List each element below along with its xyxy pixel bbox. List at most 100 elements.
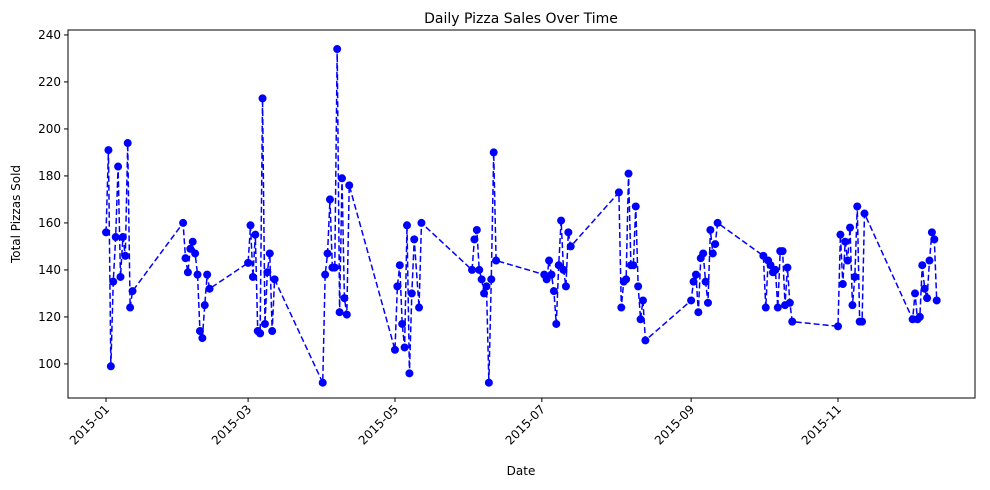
point xyxy=(321,270,330,279)
point xyxy=(325,195,334,204)
point xyxy=(251,230,260,239)
point xyxy=(552,319,561,328)
point xyxy=(482,282,491,291)
point xyxy=(549,287,558,296)
y-tick-label: 180 xyxy=(38,169,61,183)
point xyxy=(489,148,498,157)
x-tick-label: 2015-03 xyxy=(209,402,254,447)
point xyxy=(711,240,720,249)
y-tick-label: 220 xyxy=(38,75,61,89)
point xyxy=(566,242,575,251)
point xyxy=(114,162,123,171)
point xyxy=(846,223,855,232)
point xyxy=(345,181,354,190)
point xyxy=(833,322,842,331)
point xyxy=(417,218,426,227)
point xyxy=(393,282,402,291)
point xyxy=(188,237,197,246)
point xyxy=(638,296,647,305)
point xyxy=(771,265,780,274)
point xyxy=(123,139,132,148)
point xyxy=(915,312,924,321)
point xyxy=(629,261,638,270)
point xyxy=(126,303,135,312)
point xyxy=(268,327,277,336)
x-tick-label: 2015-11 xyxy=(799,402,844,447)
y-tick-label: 200 xyxy=(38,122,61,136)
point xyxy=(477,275,486,284)
point xyxy=(622,275,631,284)
point xyxy=(403,221,412,230)
point xyxy=(475,265,484,274)
point xyxy=(932,296,941,305)
point xyxy=(258,94,267,103)
point xyxy=(920,284,929,293)
point xyxy=(636,315,645,324)
point xyxy=(260,319,269,328)
point xyxy=(390,345,399,354)
point xyxy=(183,268,192,277)
point xyxy=(116,272,125,281)
point xyxy=(841,237,850,246)
point xyxy=(121,251,130,260)
point xyxy=(335,308,344,317)
point xyxy=(561,282,570,291)
point xyxy=(761,303,770,312)
y-tick-label: 140 xyxy=(38,263,61,277)
point xyxy=(333,45,342,54)
point xyxy=(395,261,404,270)
point xyxy=(848,301,857,310)
point xyxy=(198,334,207,343)
point xyxy=(923,294,932,303)
point xyxy=(911,289,920,298)
point xyxy=(773,303,782,312)
point xyxy=(246,221,255,230)
point xyxy=(853,202,862,211)
point xyxy=(200,301,209,310)
point xyxy=(400,343,409,352)
point xyxy=(179,218,188,227)
x-axis-label: Date xyxy=(507,464,536,478)
point xyxy=(836,230,845,239)
point xyxy=(788,317,797,326)
point xyxy=(470,235,479,244)
point xyxy=(783,263,792,272)
point xyxy=(858,317,867,326)
point xyxy=(340,294,349,303)
point xyxy=(263,268,272,277)
point xyxy=(111,233,120,242)
point xyxy=(338,174,347,183)
point xyxy=(270,275,279,284)
y-tick-label: 120 xyxy=(38,310,61,324)
point xyxy=(545,256,554,265)
point xyxy=(706,225,715,234)
point xyxy=(405,369,414,378)
point xyxy=(701,277,710,286)
point xyxy=(318,378,327,387)
point xyxy=(694,308,703,317)
point xyxy=(703,298,712,307)
point xyxy=(778,247,787,256)
point xyxy=(410,235,419,244)
y-tick-label: 100 xyxy=(38,357,61,371)
point xyxy=(547,270,556,279)
point xyxy=(631,202,640,211)
y-axis-label: Total Pizzas Sold xyxy=(9,165,23,264)
y-tick-label: 240 xyxy=(38,28,61,42)
point xyxy=(492,256,501,265)
point xyxy=(118,233,127,242)
x-tick-label: 2015-01 xyxy=(67,402,112,447)
point xyxy=(398,319,407,328)
point xyxy=(641,336,650,345)
point xyxy=(468,265,477,274)
point xyxy=(708,249,717,258)
point xyxy=(925,256,934,265)
point xyxy=(918,261,927,270)
point xyxy=(860,209,869,218)
point xyxy=(265,249,274,258)
point xyxy=(480,289,489,298)
point xyxy=(484,378,493,387)
point xyxy=(472,225,481,234)
